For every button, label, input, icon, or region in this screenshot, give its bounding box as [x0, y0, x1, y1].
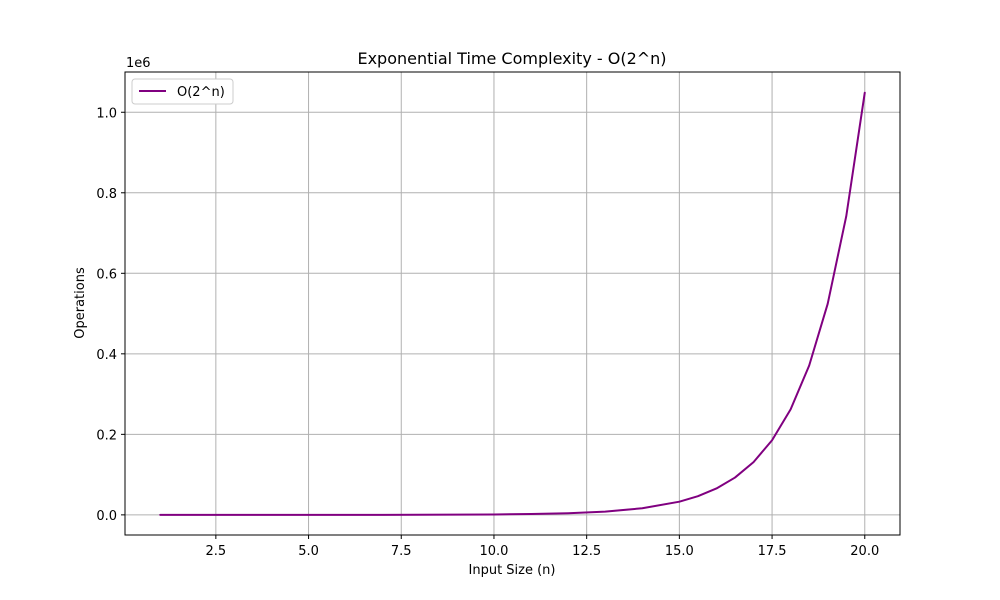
- x-tick-label: 20.0: [850, 544, 879, 559]
- y-tick-label: 0.4: [96, 348, 117, 363]
- plot-area-frame: [124, 71, 901, 536]
- y-tick-label: 0.8: [96, 187, 117, 202]
- y-tick-label: 0.2: [96, 428, 117, 443]
- series-layer: [159, 91, 866, 516]
- legend: O(2^n): [131, 78, 234, 105]
- legend-box: [131, 78, 234, 105]
- x-tick-label: 5.0: [298, 544, 319, 559]
- x-tick-label: 10.0: [479, 544, 508, 559]
- y-axis-label: Operations: [73, 267, 88, 339]
- x-tick-label: 15.0: [665, 544, 694, 559]
- x-axis-label: Input Size (n): [469, 563, 556, 578]
- x-tick-label: 7.5: [391, 544, 412, 559]
- ticks: 2.5 5.0 7.5 10.0 12.5 15.0 17.5 20.0 0.0 0.2 0.4 0.…: [96, 106, 879, 559]
- series-line: [159, 91, 866, 516]
- y-tick-label: 0.0: [96, 509, 117, 524]
- chart-title: Exponential Time Complexity - O(2^n): [357, 49, 666, 68]
- y-axis-offset-label: 1e6: [126, 56, 151, 71]
- x-tick-label: 2.5: [206, 544, 227, 559]
- y-tick-label: 0.6: [96, 267, 117, 282]
- x-tick-label: 12.5: [572, 544, 601, 559]
- legend-label: O(2^n): [177, 85, 225, 100]
- x-tick-label: 17.5: [758, 544, 787, 559]
- y-tick-label: 1.0: [96, 106, 117, 121]
